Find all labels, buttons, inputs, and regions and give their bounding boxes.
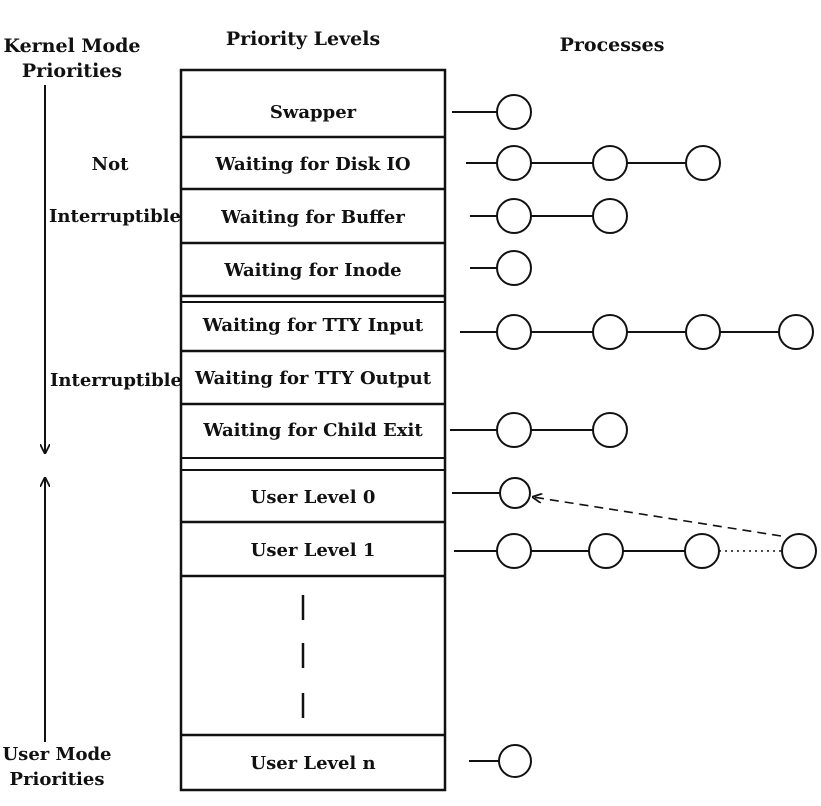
process-node: [592, 314, 628, 350]
not-interruptible-label-not: Not: [92, 154, 129, 175]
process-queue-user-1: [454, 533, 817, 569]
kernel-mode-header-line1: Kernel Mode: [3, 35, 140, 57]
level-label-user-1: User Level 1: [251, 540, 376, 561]
process-queue-user-n: [469, 744, 532, 778]
process-node: [496, 145, 532, 181]
process-queue-tty-input: [460, 314, 814, 350]
process-node: [588, 533, 624, 569]
process-queue-inode: [470, 250, 532, 286]
process-node: [499, 477, 531, 509]
process-node: [592, 198, 628, 234]
process-node: [592, 145, 628, 181]
not-interruptible-label: Interruptible: [49, 206, 181, 227]
process-node: [685, 314, 721, 350]
level-label-tty-input: Waiting for TTY Input: [202, 315, 424, 336]
process-queue-child-exit: [450, 412, 628, 448]
requeue-dashed-arrow: [533, 497, 782, 537]
interruptible-label: Interruptible: [50, 370, 182, 391]
priority-table: [179, 68, 447, 792]
priority-table-border: [179, 68, 447, 792]
user-mode-label-line1: User Mode: [2, 744, 111, 765]
level-label-child-exit: Waiting for Child Exit: [202, 420, 423, 441]
level-label-tty-output: Waiting for TTY Output: [194, 368, 432, 389]
process-node: [592, 412, 628, 448]
process-queue-buffer: [470, 198, 628, 234]
user-mode-label-line2: Priorities: [10, 769, 105, 790]
priority-levels-header: Priority Levels: [226, 28, 380, 50]
process-node: [684, 533, 720, 569]
level-label-buffer: Waiting for Buffer: [220, 207, 405, 228]
process-node: [781, 533, 817, 569]
kernel-mode-header-line2: Priorities: [22, 60, 122, 82]
level-label-inode: Waiting for Inode: [223, 260, 401, 281]
process-node: [778, 314, 814, 350]
process-node: [496, 533, 532, 569]
process-node: [685, 145, 721, 181]
process-node: [496, 94, 532, 130]
process-node: [496, 412, 532, 448]
process-node: [496, 198, 532, 234]
processes-header: Processes: [560, 34, 665, 56]
process-queue-swapper: [452, 94, 532, 130]
process-queue-disk-io: [466, 145, 721, 181]
level-label-swapper: Swapper: [270, 102, 357, 123]
level-label-user-0: User Level 0: [251, 487, 376, 508]
process-queue-user-0: [452, 477, 782, 537]
level-label-disk-io: Waiting for Disk IO: [214, 154, 410, 175]
level-label-user-n: User Level n: [250, 753, 375, 774]
process-node: [496, 250, 532, 286]
process-node: [496, 314, 532, 350]
process-node: [498, 744, 532, 778]
